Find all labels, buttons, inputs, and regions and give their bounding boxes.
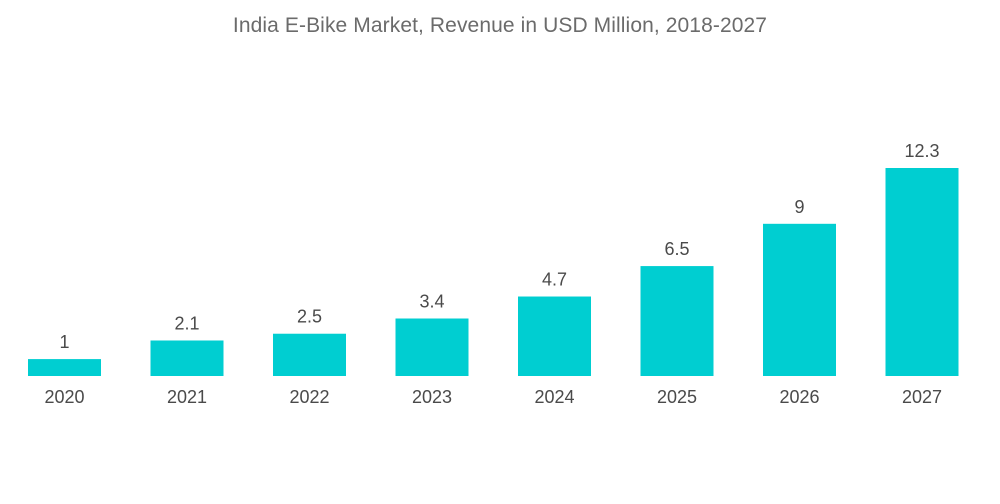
bar-2025 [640, 266, 714, 376]
chart-title: India E-Bike Market, Revenue in USD Mill… [232, 14, 768, 37]
x-tick-label-2020: 2020 [44, 387, 84, 407]
x-tick-label-2025: 2025 [657, 387, 697, 407]
bar-2026 [763, 223, 836, 376]
bar-2022 [273, 333, 346, 376]
data-label-2020: 1 [59, 332, 69, 352]
data-label-2021: 2.1 [174, 313, 199, 333]
x-tick-label-2022: 2022 [289, 387, 329, 407]
x-tick-label-2024: 2024 [534, 387, 574, 407]
bar-2021 [150, 340, 224, 376]
data-label-2025: 6.5 [664, 239, 689, 259]
data-label-2027: 12.3 [904, 141, 939, 161]
bar-2023 [395, 318, 469, 376]
data-label-2024: 4.7 [542, 270, 567, 290]
x-tick-label-2021: 2021 [167, 387, 207, 407]
data-label-2023: 3.4 [419, 292, 444, 312]
x-tick-label-2027: 2027 [902, 387, 942, 407]
x-tick-label-2023: 2023 [412, 387, 452, 407]
bar-2024 [518, 296, 591, 376]
x-tick-label-2026: 2026 [779, 387, 819, 407]
bar-2020 [28, 359, 101, 376]
bar-2027 [885, 168, 959, 376]
data-label-2026: 9 [794, 197, 804, 217]
data-label-2022: 2.5 [297, 307, 322, 327]
